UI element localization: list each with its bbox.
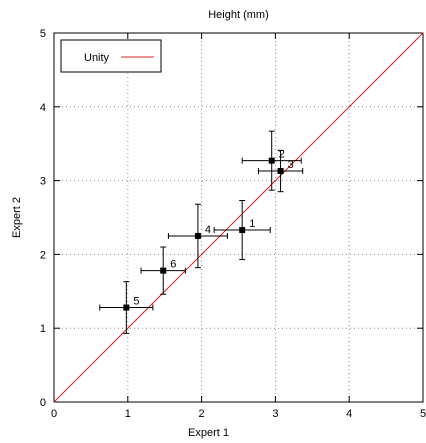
point-label: 4 [205,224,211,236]
data-point-3: 3 [257,149,304,193]
point-marker [239,227,246,234]
plot-frame [53,32,424,403]
y-tick-label: 2 [40,249,46,261]
y-tick-label: 4 [40,102,46,114]
point-marker [123,304,130,311]
point-label: 2 [279,149,285,161]
data-point-6: 6 [140,246,186,295]
point-label: 6 [170,259,176,271]
x-tick-label: 2 [199,408,205,420]
point-marker [194,232,201,239]
grid [54,33,423,402]
point-label: 3 [288,159,294,171]
data-point-4: 4 [167,203,228,269]
unity-line [53,32,424,403]
y-tick-label: 5 [40,28,46,40]
x-axis-label: Expert 1 [188,427,229,439]
legend-box [60,39,162,73]
x-tick-label: 5 [420,408,426,420]
data-point-5: 5 [99,281,154,334]
y-tick-label: 1 [40,323,46,335]
point-marker [277,168,284,175]
chart-title: Height (mm) [208,9,269,21]
point-label: 5 [133,296,139,308]
unity-line-layer [53,32,424,403]
x-tick-label: 0 [51,408,57,420]
x-tick-label: 3 [272,408,278,420]
point-label: 1 [249,218,255,230]
y-tick-label: 3 [40,176,46,188]
y-tick-label: 0 [40,397,46,409]
data-point-2: 2 [241,130,302,191]
data-point-1: 1 [213,200,271,261]
legend-label-unity: Unity [84,52,110,64]
point-marker [268,157,275,164]
legend: Unity [60,39,162,73]
x-tick-label: 1 [125,408,131,420]
point-marker [160,267,167,274]
y-axis-label: Expert 2 [11,197,23,238]
x-tick-label: 4 [346,408,352,420]
